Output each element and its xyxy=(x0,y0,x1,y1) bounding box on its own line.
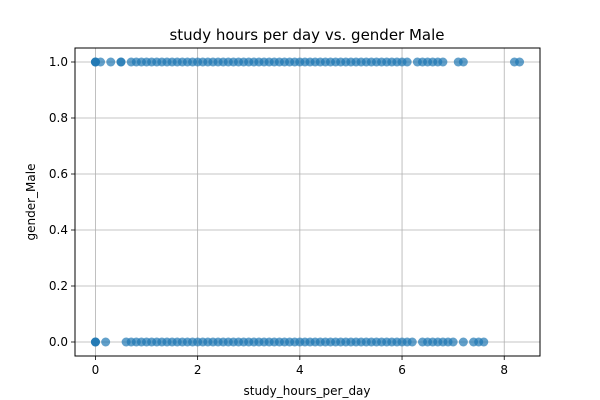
data-point xyxy=(106,57,116,67)
grid-lines xyxy=(75,48,540,356)
y-tick-label: 0.2 xyxy=(49,279,68,293)
data-point xyxy=(90,337,100,347)
y-tick-label: 0.4 xyxy=(49,223,68,237)
data-point xyxy=(458,57,468,67)
x-tick-label: 6 xyxy=(398,363,406,377)
x-axis-label: study_hours_per_day xyxy=(243,384,370,398)
data-point xyxy=(458,337,468,347)
data-point xyxy=(515,57,525,67)
x-tick-label: 4 xyxy=(296,363,304,377)
y-tick-label: 1.0 xyxy=(49,55,68,69)
chart-title: study hours per day vs. gender Male xyxy=(169,26,444,44)
x-tick-label: 0 xyxy=(92,363,100,377)
y-tick-label: 0.6 xyxy=(49,167,68,181)
data-point xyxy=(101,337,111,347)
y-tick-label: 0.0 xyxy=(49,335,68,349)
data-point xyxy=(479,337,489,347)
plot-frame xyxy=(74,47,541,357)
data-point xyxy=(448,337,458,347)
y-axis-ticks: 0.0 0.2 0.4 0.6 0.8 1.0 xyxy=(49,55,75,349)
data-point xyxy=(96,57,106,67)
data-point xyxy=(402,57,412,67)
y-tick-label: 0.8 xyxy=(49,111,68,125)
data-point xyxy=(438,57,448,67)
x-axis-ticks: 0 2 4 6 8 xyxy=(92,356,508,377)
data-point xyxy=(116,57,126,67)
data-points xyxy=(90,57,525,347)
data-point xyxy=(407,337,417,347)
x-tick-label: 8 xyxy=(500,363,508,377)
y-axis-label: gender_Male xyxy=(24,164,38,241)
x-tick-label: 2 xyxy=(194,363,202,377)
